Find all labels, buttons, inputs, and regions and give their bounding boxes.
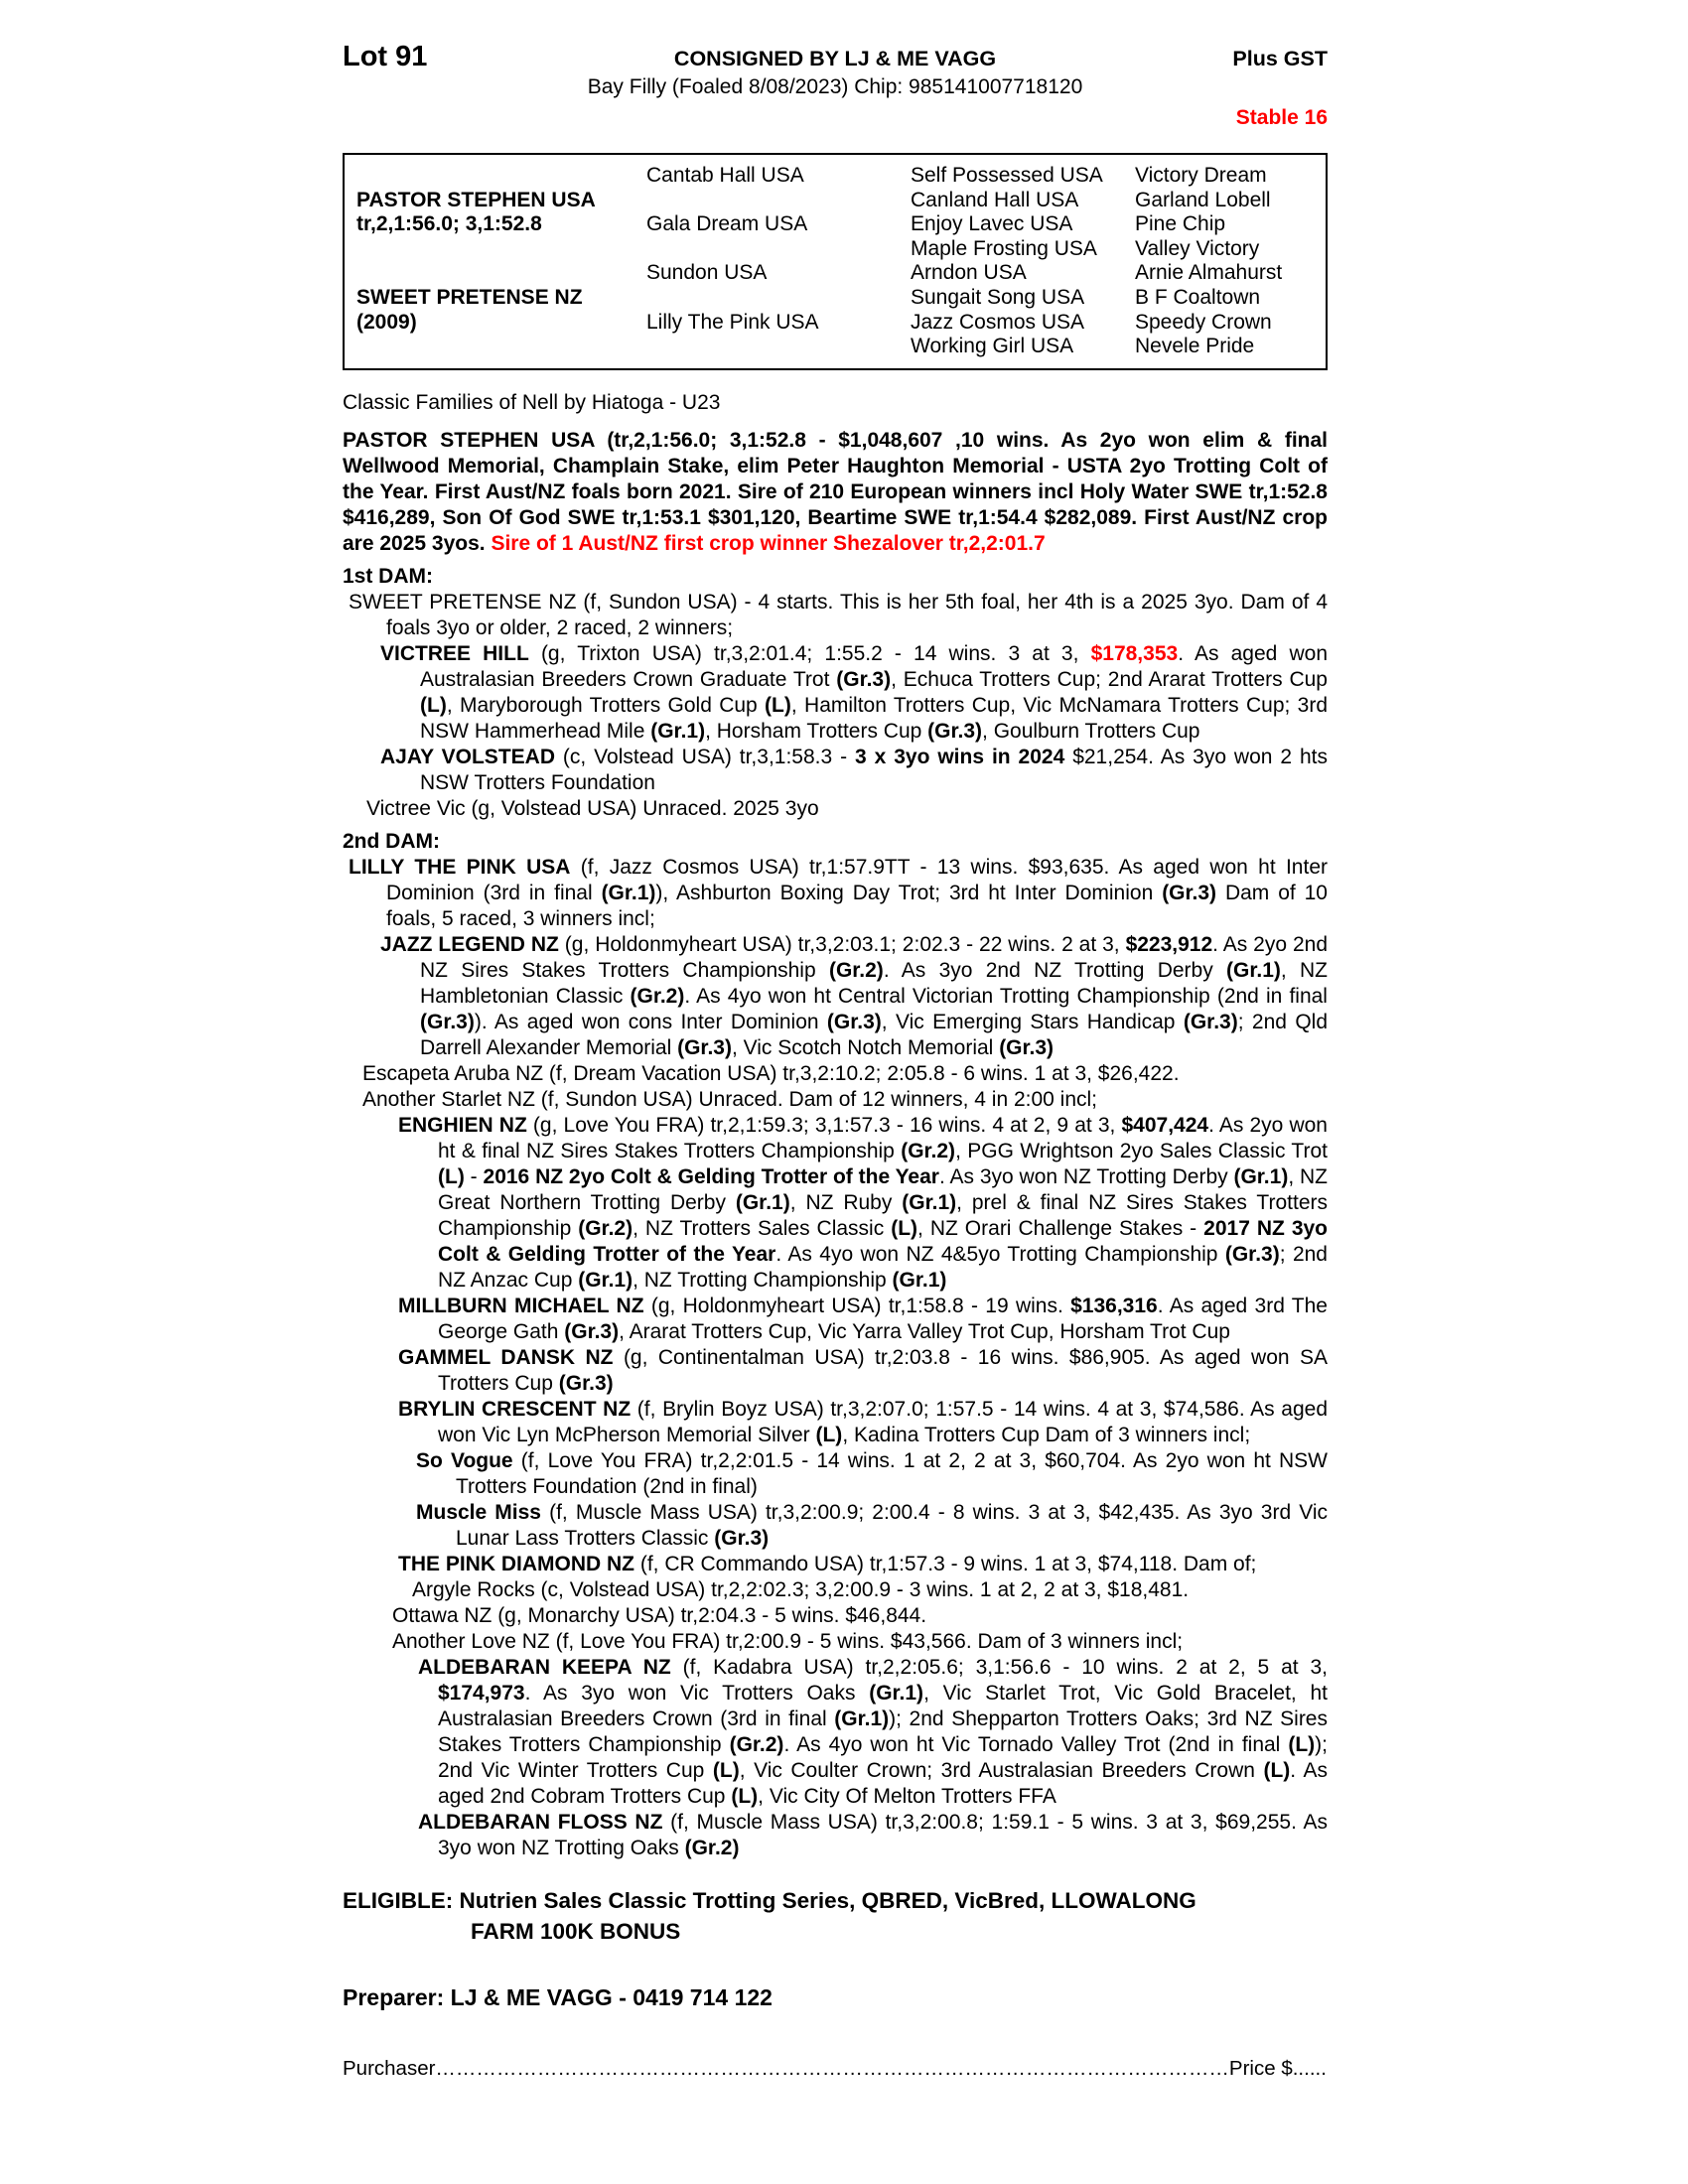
pedigree-cell: Speedy Crown [1135, 310, 1272, 334]
pedigree-cell: Cantab Hall USA [646, 164, 804, 187]
page-content: Lot 91 CONSIGNED BY LJ & ME VAGG Plus GS… [343, 41, 1329, 2082]
page-header: Lot 91 CONSIGNED BY LJ & ME VAGG Plus GS… [343, 41, 1328, 72]
pedigree-cell: Jazz Cosmos USA [911, 310, 1085, 334]
pedigree-cell: Victory Dream [1135, 164, 1267, 187]
entry-so-vogue: So Vogue (f, Love You FRA) tr,2,2:01.5 -… [416, 1448, 1329, 1498]
pedigree-cell: Arndon USA [911, 261, 1027, 285]
second-dam-heading: 2nd DAM: [343, 829, 440, 853]
pedigree-cell [646, 189, 911, 213]
pedigree-table: Cantab Hall USA Self Possessed USA Victo… [343, 153, 1328, 370]
consignor-line: CONSIGNED BY LJ & ME VAGG [673, 47, 997, 70]
plus-gst-label: Plus GST [1232, 47, 1328, 70]
pedigree-cell-dam-name: SWEET PRETENSE NZ [356, 285, 583, 309]
first-dam-heading: 1st DAM: [343, 564, 434, 588]
pedigree-cell: Maple Frosting USA [911, 236, 1097, 260]
pedigree-cell [356, 335, 646, 359]
pedigree-cell [646, 286, 911, 311]
entry-aldebaran-keepa: ALDEBARAN KEEPA NZ (f, Kadabra USA) tr,2… [418, 1655, 1328, 1808]
entry-argyle-rocks: Argyle Rocks (c, Volstead USA) tr,2,2:02… [412, 1577, 1190, 1601]
entry-another-starlet: Another Starlet NZ (f, Sundon USA) Unrac… [362, 1087, 1098, 1111]
pedigree-cell-sire-name: PASTOR STEPHEN USA [356, 188, 596, 211]
pedigree-cell: Canland Hall USA [911, 188, 1079, 211]
pedigree-cell: Sundon USA [646, 261, 768, 285]
pedigree-cell: Enjoy Lavec USA [911, 212, 1073, 236]
entry-lilly-the-pink: LILLY THE PINK USA (f, Jazz Cosmos USA) … [349, 855, 1328, 930]
pedigree-cell: B F Coaltown [1135, 285, 1261, 309]
entry-gammel-dansk: GAMMEL DANSK NZ (g, Continentalman USA) … [398, 1345, 1329, 1395]
pedigree-cell [356, 237, 646, 262]
pedigree-cell: Self Possessed USA [911, 164, 1103, 187]
pedigree-row: tr,2,1:56.0; 3,1:52.8 Gala Dream USA Enj… [356, 212, 1320, 237]
lot-number: Lot 91 [343, 41, 428, 72]
pedigree-cell: Lilly The Pink USA [646, 310, 819, 334]
pedigree-cell [356, 164, 646, 189]
entry-the-pink-diamond: THE PINK DIAMOND NZ (f, CR Commando USA)… [398, 1552, 1257, 1575]
entry-ajay-volstead: AJAY VOLSTEAD (c, Volstead USA) tr,3,1:5… [380, 745, 1328, 794]
entry-jazz-legend: JAZZ LEGEND NZ (g, Holdonmyheart USA) tr… [380, 932, 1329, 1059]
pedigree-cell: Arnie Almahurst [1135, 261, 1283, 285]
entry-aldebaran-floss: ALDEBARAN FLOSS NZ (f, Muscle Mass USA) … [418, 1810, 1328, 1859]
pedigree-row: Sundon USA Arndon USA Arnie Almahurst [356, 261, 1320, 286]
pedigree-cell: Working Girl USA [911, 335, 1074, 358]
entry-sweet-pretense: SWEET PRETENSE NZ (f, Sundon USA) - 4 st… [349, 590, 1328, 639]
pedigree-row: Cantab Hall USA Self Possessed USA Victo… [356, 164, 1320, 189]
eligibility-line-2: FARM 100K BONUS [471, 1918, 681, 1944]
pedigree-cell-dam-year: (2009) [356, 310, 417, 334]
pedigree-row: Maple Frosting USA Valley Victory [356, 237, 1320, 262]
entry-escapeta-aruba: Escapeta Aruba NZ (f, Dream Vacation USA… [362, 1061, 1180, 1085]
entry-victree-hill: VICTREE HILL (g, Trixton USA) tr,3,2:01.… [380, 641, 1329, 743]
pedigree-cell: Sungait Song USA [911, 285, 1085, 309]
entry-enghien: ENGHIEN NZ (g, Love You FRA) tr,2,1:59.3… [398, 1113, 1329, 1292]
pedigree-cell: Pine Chip [1135, 212, 1226, 236]
pedigree-cell: Gala Dream USA [646, 212, 808, 236]
stable-number: Stable 16 [1235, 106, 1328, 129]
pedigree-cell [646, 237, 911, 262]
pedigree-cell-sire-record: tr,2,1:56.0; 3,1:52.8 [356, 212, 542, 236]
pedigree-cell [646, 335, 911, 359]
pedigree-row: Working Girl USA Nevele Pride [356, 335, 1320, 359]
entry-brylin-crescent: BRYLIN CRESCENT NZ (f, Brylin Boyz USA) … [398, 1397, 1328, 1446]
foal-info-line: Bay Filly (Foaled 8/08/2023) Chip: 98514… [587, 75, 1083, 98]
entry-victree-vic: Victree Vic (g, Volstead USA) Unraced. 2… [366, 796, 819, 820]
sire-summary-paragraph: PASTOR STEPHEN USA (tr,2,1:56.0; 3,1:52.… [343, 428, 1328, 555]
entry-ottawa: Ottawa NZ (g, Monarchy USA) tr,2:04.3 - … [392, 1603, 927, 1627]
purchaser-price-line: Purchaser…………………………………………………………………………………… [343, 2056, 1328, 2080]
pedigree-cell: Nevele Pride [1135, 335, 1255, 358]
eligibility-statement: ELIGIBLE: Nutrien Sales Classic Trotting… [343, 1885, 1328, 1947]
pedigree-cell [356, 261, 646, 286]
pedigree-cell: Garland Lobell [1135, 188, 1271, 211]
pedigree-row: PASTOR STEPHEN USA Canland Hall USA Garl… [356, 189, 1320, 213]
pedigree-row: SWEET PRETENSE NZ Sungait Song USA B F C… [356, 286, 1320, 311]
classic-families-line: Classic Families of Nell by Hiatoga - U2… [343, 390, 721, 414]
preparer-line: Preparer: LJ & ME VAGG - 0419 714 122 [343, 1983, 773, 2010]
pedigree-cell: Valley Victory [1135, 236, 1260, 260]
pedigree-row: (2009) Lilly The Pink USA Jazz Cosmos US… [356, 311, 1320, 336]
entry-another-love: Another Love NZ (f, Love You FRA) tr,2:0… [392, 1629, 1184, 1653]
eligibility-line-1: ELIGIBLE: Nutrien Sales Classic Trotting… [343, 1887, 1196, 1913]
entry-muscle-miss: Muscle Miss (f, Muscle Mass USA) tr,3,2:… [416, 1500, 1329, 1550]
entry-millburn-michael: MILLBURN MICHAEL NZ (g, Holdonmyheart US… [398, 1294, 1328, 1343]
